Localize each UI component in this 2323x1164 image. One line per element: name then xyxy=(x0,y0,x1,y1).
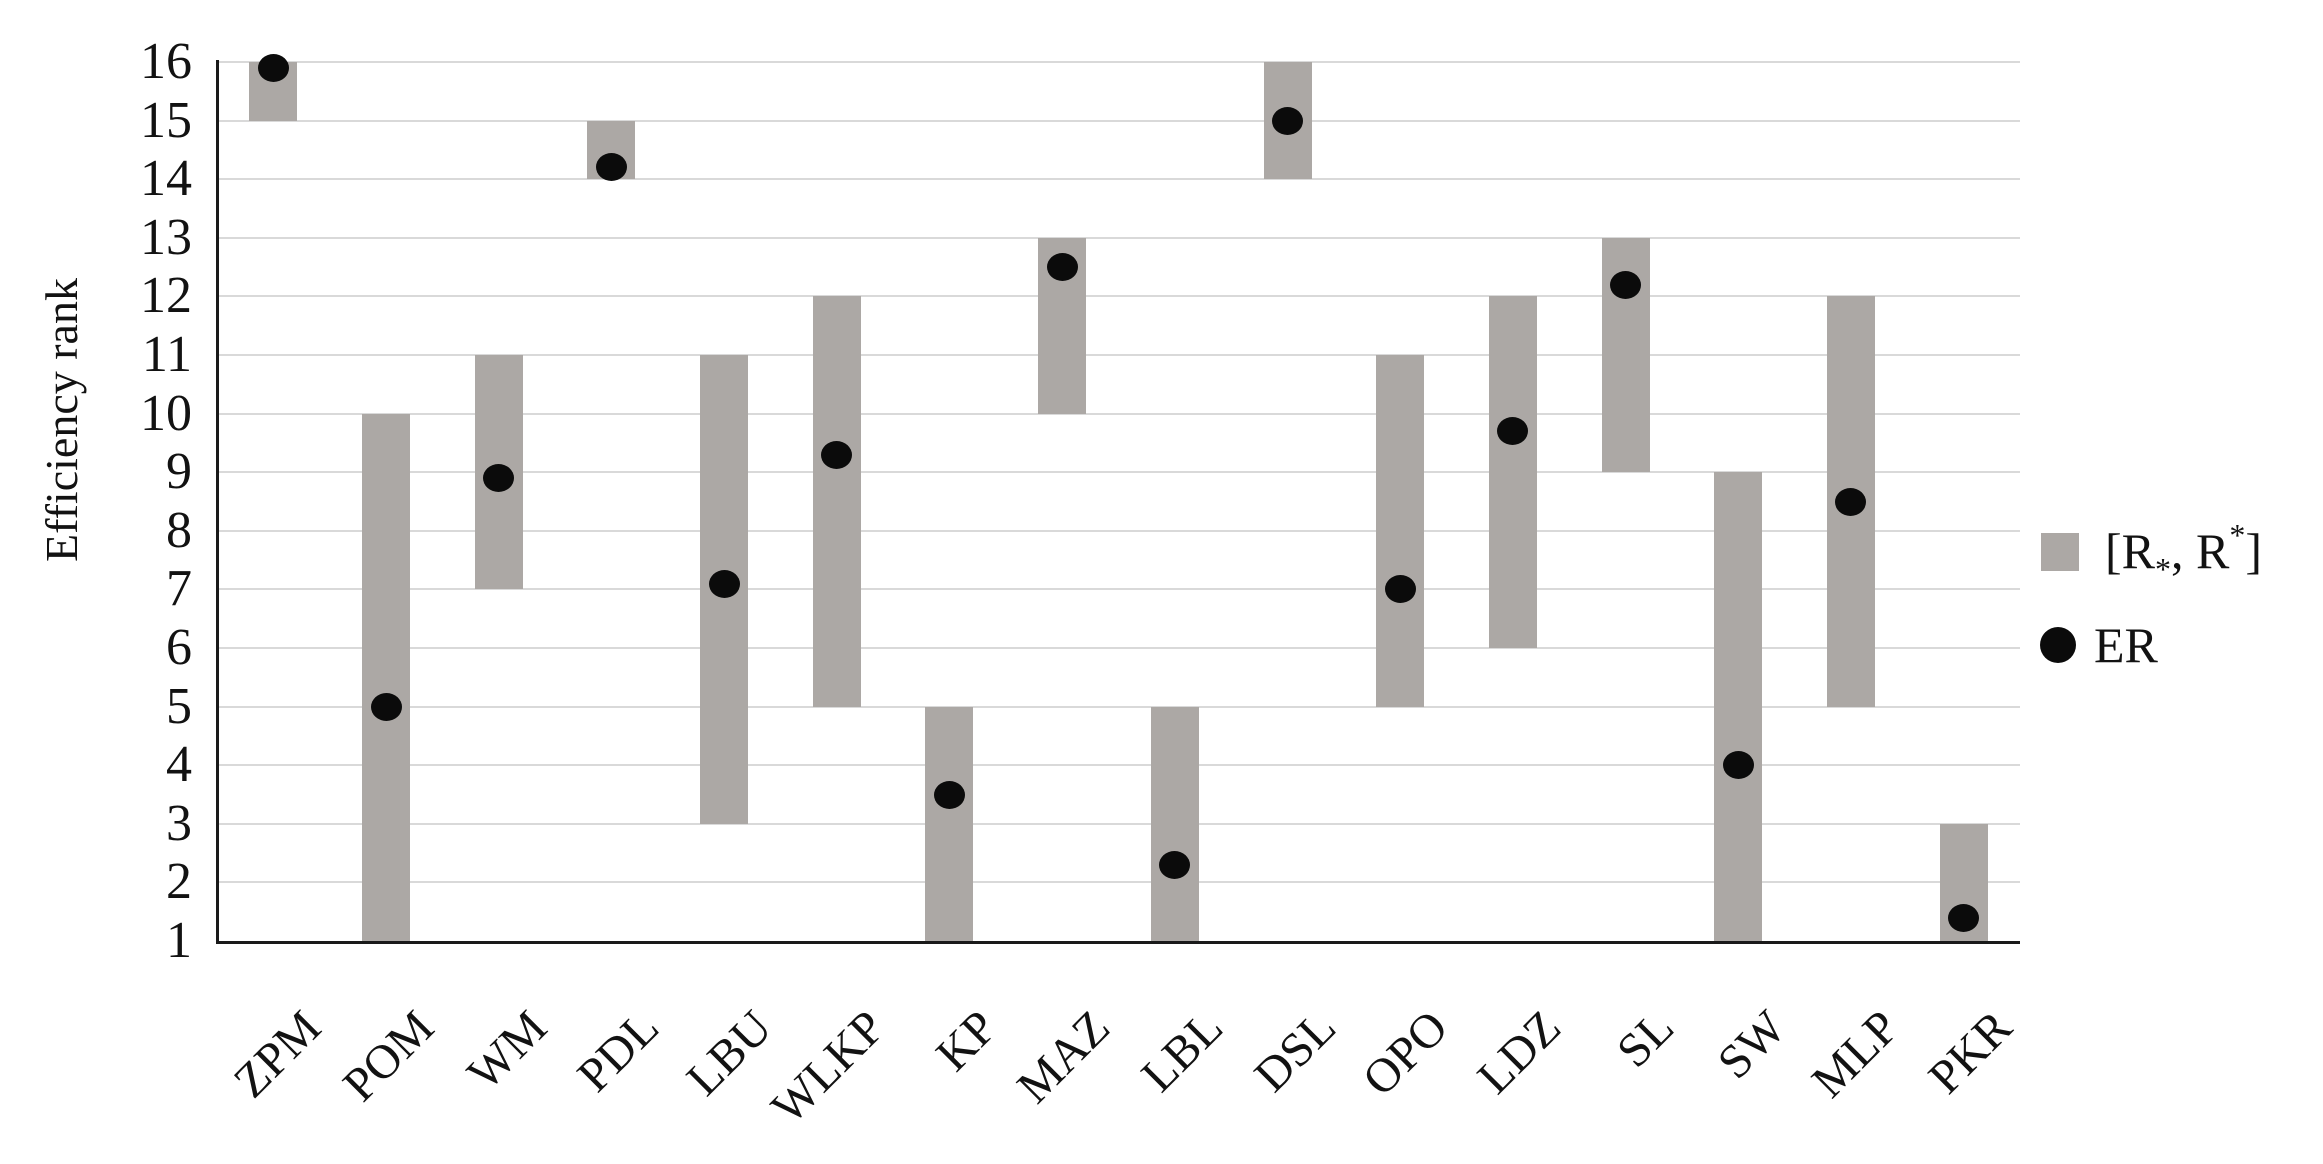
y-tick-label-2: 2 xyxy=(166,853,192,911)
y-tick-label-13: 13 xyxy=(140,208,192,266)
er-dot-swatch-icon xyxy=(2040,627,2076,663)
range-bar-wlkp xyxy=(812,296,861,707)
legend-item-range: [R*, R*] xyxy=(2041,508,2262,596)
er-dot-wm xyxy=(483,464,515,493)
range-bar-pom xyxy=(362,413,411,941)
legend-range-mid: , R xyxy=(2171,523,2230,579)
legend-item-er: ER xyxy=(2040,618,2158,672)
y-tick-label-16: 16 xyxy=(140,33,192,90)
gridline-rank-12 xyxy=(217,295,2020,298)
legend-range-sub: * xyxy=(2155,551,2171,587)
y-tick-label-8: 8 xyxy=(166,501,192,559)
er-dot-wlkp xyxy=(821,440,853,469)
range-bar-ldz xyxy=(1488,296,1537,648)
er-dot-lbl xyxy=(1159,850,1191,879)
legend-range-label: [R*, R*] xyxy=(2105,508,2262,596)
y-tick-label-10: 10 xyxy=(140,384,192,442)
y-tick-label-15: 15 xyxy=(140,91,192,149)
er-dot-pdl xyxy=(595,153,627,182)
gridline-rank-8 xyxy=(217,529,2020,532)
gridline-rank-11 xyxy=(217,354,2020,356)
range-bar-sw xyxy=(1714,472,1763,941)
er-dot-lbu xyxy=(708,569,740,598)
er-dot-sw xyxy=(1722,751,1754,780)
gridline-rank-16 xyxy=(217,61,2020,63)
y-tick-label-6: 6 xyxy=(166,619,192,676)
y-tick-label-4: 4 xyxy=(166,736,192,794)
gridline-rank-10 xyxy=(217,412,2020,415)
y-tick-label-9: 9 xyxy=(166,443,192,501)
er-dot-pkr xyxy=(1948,903,1980,932)
er-dot-kp xyxy=(933,780,965,809)
y-tick-label-12: 12 xyxy=(140,267,192,325)
er-dot-zpm xyxy=(257,53,289,82)
gridline-rank-4 xyxy=(217,764,2020,767)
range-bar-opo xyxy=(1376,355,1425,707)
x-axis-line xyxy=(216,941,2020,944)
y-axis-line xyxy=(216,60,219,944)
gridline-rank-13 xyxy=(217,236,2020,239)
gridline-rank-7 xyxy=(217,588,2020,591)
er-dot-maz xyxy=(1046,253,1078,282)
gridline-rank-14 xyxy=(217,178,2020,181)
y-tick-label-14: 14 xyxy=(140,150,192,208)
range-bar-swatch-icon xyxy=(2041,533,2079,571)
gridline-rank-15 xyxy=(217,119,2020,122)
er-dot-mlp xyxy=(1835,487,1867,516)
y-tick-label-3: 3 xyxy=(166,794,192,852)
gridline-rank-5 xyxy=(217,705,2020,708)
legend-range-sup: * xyxy=(2229,517,2246,553)
y-tick-label-5: 5 xyxy=(166,677,192,735)
er-dot-pom xyxy=(370,692,402,721)
legend-range-open: [R xyxy=(2105,523,2155,579)
legend-range-close: ] xyxy=(2245,523,2263,579)
gridline-rank-6 xyxy=(217,647,2020,649)
range-bar-lbl xyxy=(1150,706,1199,941)
gridline-rank-3 xyxy=(217,822,2020,825)
y-tick-label-11: 11 xyxy=(141,326,192,383)
range-bar-kp xyxy=(925,706,974,941)
gridline-rank-9 xyxy=(217,471,2020,474)
legend-er-label: ER xyxy=(2094,617,2158,673)
er-dot-ldz xyxy=(1497,417,1529,446)
y-tick-label-7: 7 xyxy=(166,560,192,618)
gridline-rank-2 xyxy=(217,881,2020,884)
er-dot-opo xyxy=(1384,575,1416,604)
er-dot-dsl xyxy=(1272,106,1304,135)
y-tick-label-1: 1 xyxy=(166,912,192,969)
er-dot-sl xyxy=(1610,270,1642,299)
